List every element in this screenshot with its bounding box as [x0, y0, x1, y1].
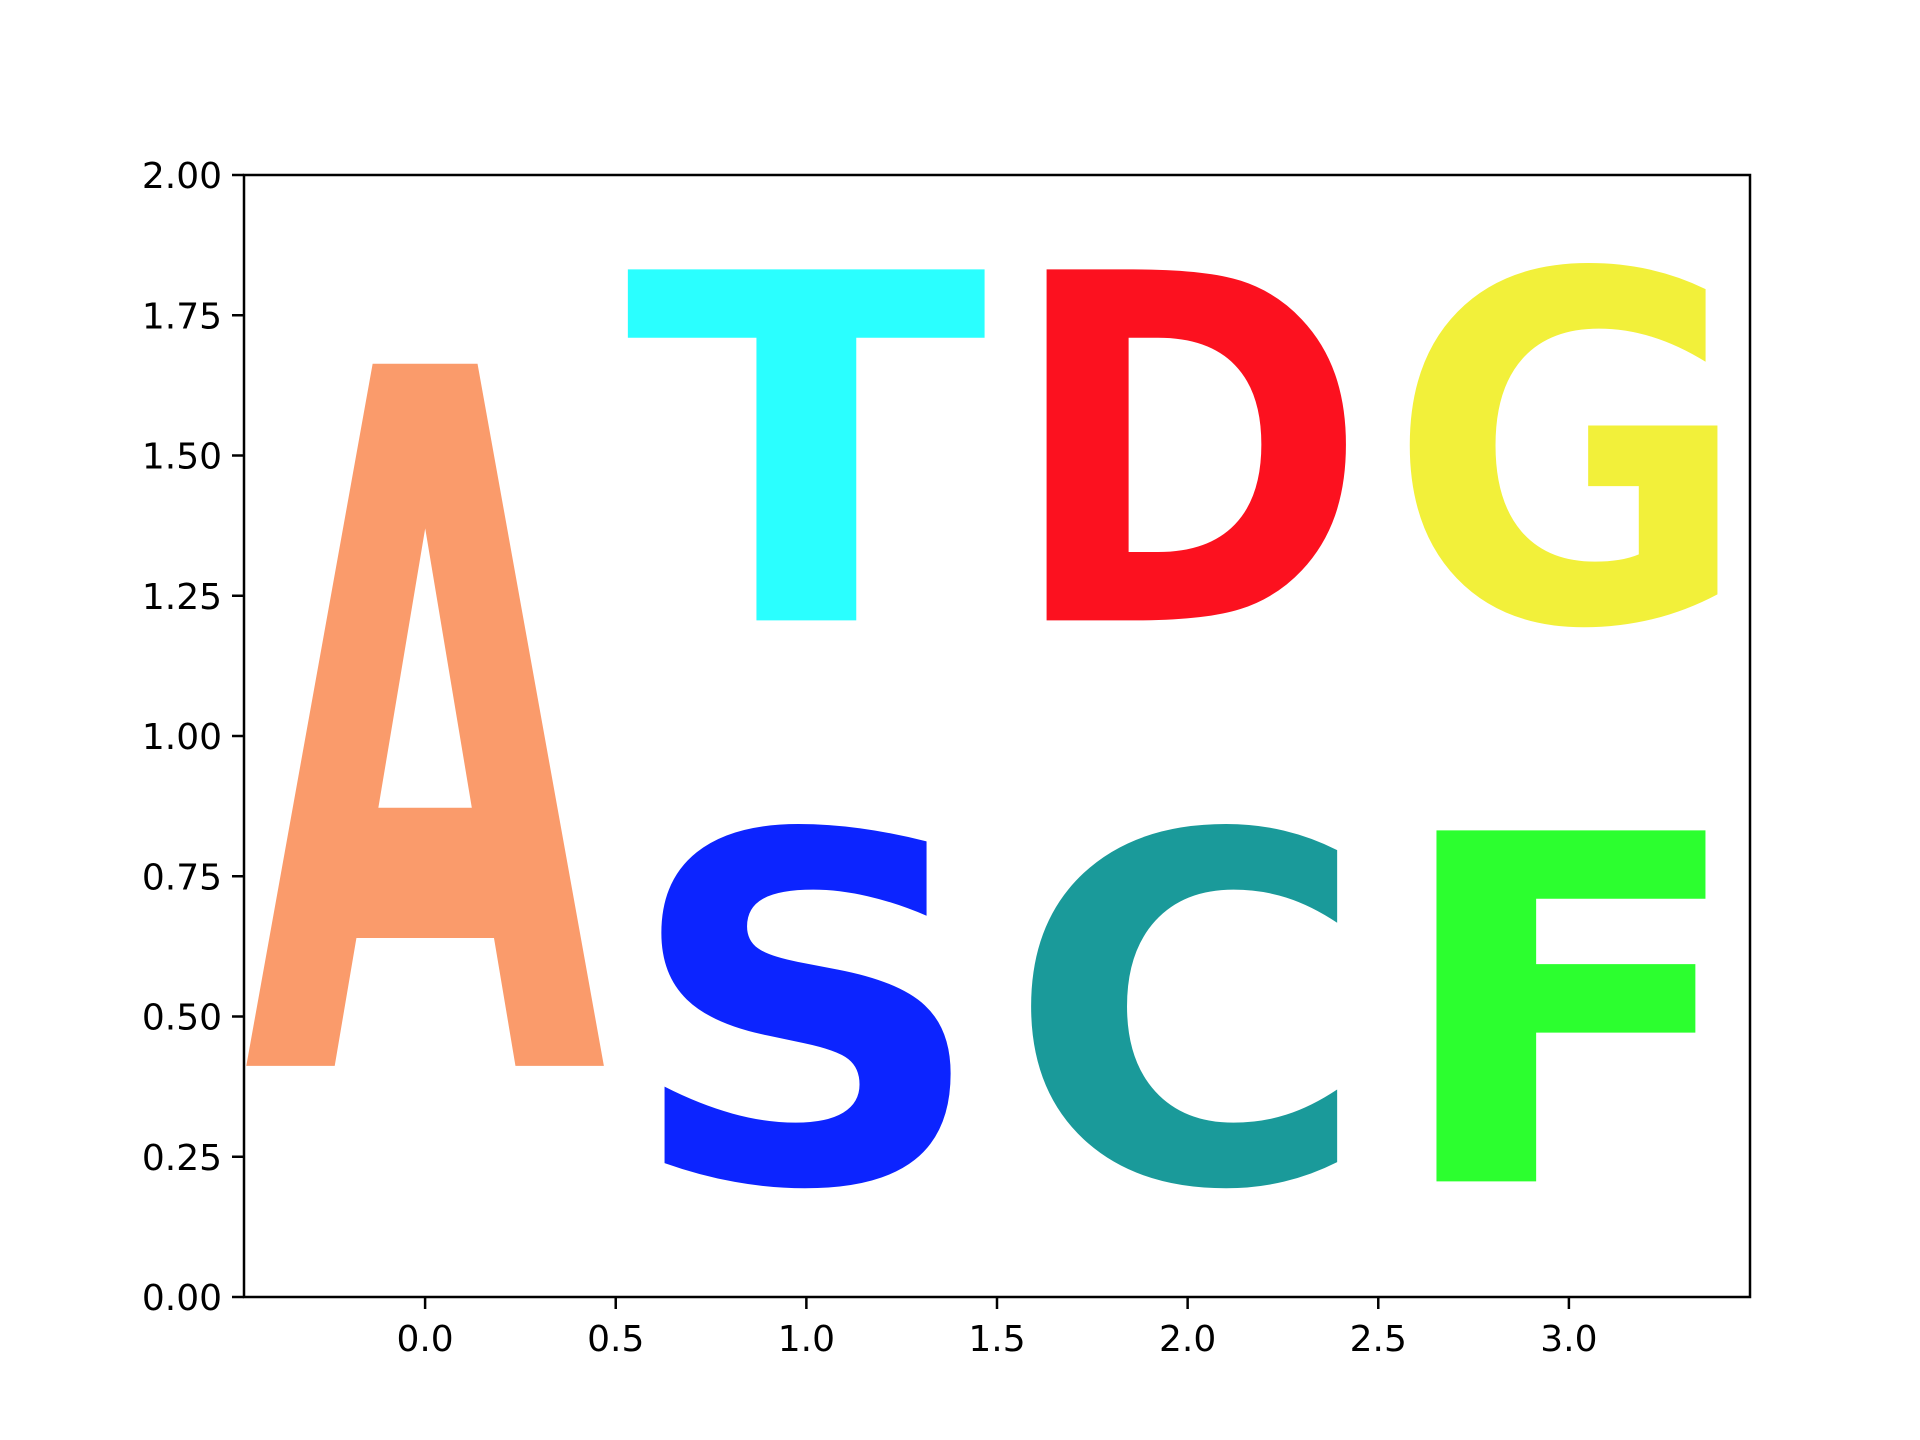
y-tick-label: 1.75	[142, 296, 222, 337]
letter-g: G	[1388, 173, 1750, 734]
letter-c: C	[1007, 734, 1369, 1295]
y-axis: 0.00 0.25 0.50 0.75 1.00 1.25 1.50 1.75 2.00	[142, 156, 244, 1319]
x-tick-label: 2.5	[1350, 1319, 1407, 1360]
x-tick-label: 1.5	[968, 1319, 1025, 1360]
y-tick-label: 1.00	[142, 717, 222, 758]
y-tick-label: 1.50	[142, 437, 222, 478]
y-tick-label: 2.00	[142, 156, 222, 197]
y-tick-label: 0.00	[142, 1278, 222, 1319]
letter-f: F	[1388, 736, 1750, 1296]
y-tick-label: 0.25	[142, 1138, 222, 1179]
letter-t: T	[625, 174, 990, 735]
y-tick-label: 0.75	[142, 857, 222, 898]
x-tick-label: 3.0	[1540, 1319, 1597, 1360]
x-tick-label: 2.0	[1159, 1319, 1216, 1360]
x-axis: 0.0 0.5 1.0 1.5 2.0 2.5 3.0	[396, 1297, 1598, 1360]
x-tick-label: 0.5	[587, 1319, 644, 1360]
x-tick-label: 1.0	[778, 1319, 835, 1360]
y-tick-label: 1.25	[142, 577, 222, 618]
letter-s: S	[625, 735, 987, 1295]
letter-a: A	[244, 172, 610, 1294]
letter-d: D	[1007, 174, 1369, 735]
y-tick-label: 0.50	[142, 998, 222, 1039]
x-tick-label: 0.0	[396, 1319, 453, 1360]
